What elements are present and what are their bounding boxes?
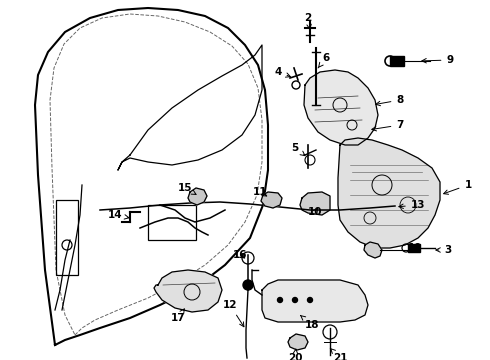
Text: 16: 16 xyxy=(233,250,247,260)
Text: 17: 17 xyxy=(171,309,185,323)
Polygon shape xyxy=(261,192,282,208)
Text: 21: 21 xyxy=(330,348,347,360)
Polygon shape xyxy=(188,188,207,205)
Polygon shape xyxy=(154,270,222,312)
Polygon shape xyxy=(304,70,378,145)
Text: 6: 6 xyxy=(318,53,330,68)
Bar xyxy=(56,200,78,275)
Text: 8: 8 xyxy=(376,95,404,106)
Polygon shape xyxy=(288,334,308,350)
Text: 20: 20 xyxy=(288,349,302,360)
Polygon shape xyxy=(338,138,440,248)
Text: 2: 2 xyxy=(304,13,312,29)
Text: 1: 1 xyxy=(443,180,472,194)
Circle shape xyxy=(308,297,313,302)
Text: 3: 3 xyxy=(436,245,452,255)
Circle shape xyxy=(277,297,283,302)
Text: 7: 7 xyxy=(372,120,404,131)
Bar xyxy=(408,244,420,252)
Text: 5: 5 xyxy=(292,143,305,156)
Text: 4: 4 xyxy=(274,67,291,77)
Polygon shape xyxy=(300,192,330,215)
Text: 15: 15 xyxy=(178,183,196,194)
Polygon shape xyxy=(262,280,368,322)
Circle shape xyxy=(293,297,297,302)
Text: 19: 19 xyxy=(408,243,422,253)
Text: 9: 9 xyxy=(422,55,454,65)
Bar xyxy=(148,205,196,240)
Text: 14: 14 xyxy=(108,210,129,220)
Bar xyxy=(390,56,404,66)
Text: 10: 10 xyxy=(308,207,322,217)
Text: 13: 13 xyxy=(399,200,425,210)
Polygon shape xyxy=(364,242,382,258)
Text: 11: 11 xyxy=(253,187,267,197)
Circle shape xyxy=(243,280,253,290)
Text: 18: 18 xyxy=(300,315,319,330)
Text: 12: 12 xyxy=(223,300,244,327)
